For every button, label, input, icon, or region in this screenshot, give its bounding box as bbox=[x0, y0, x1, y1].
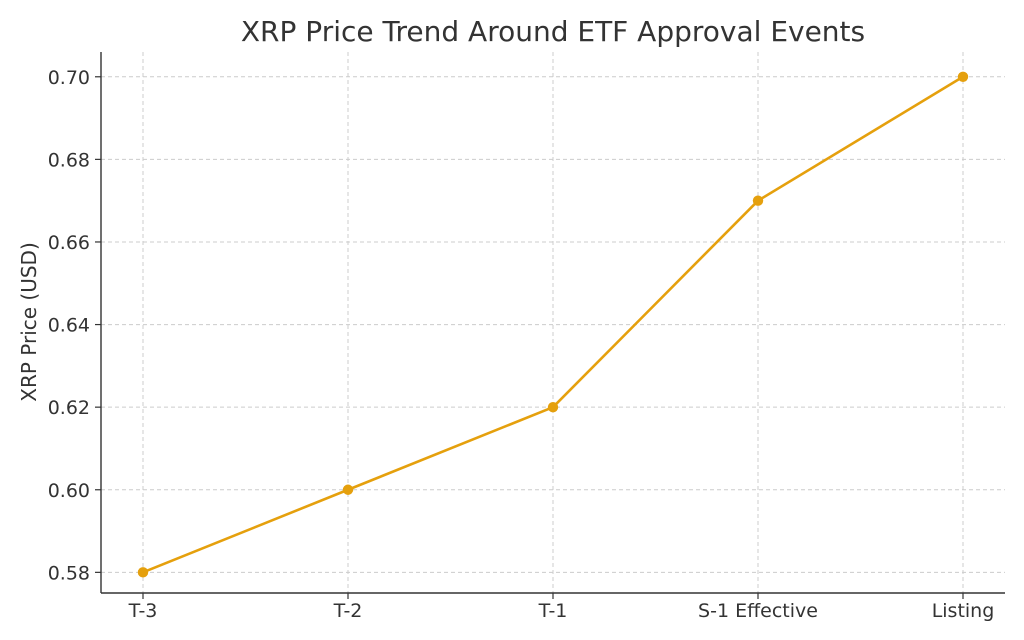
chart-title: XRP Price Trend Around ETF Approval Even… bbox=[241, 15, 865, 48]
x-axis-ticks: T-3 T-2 T-1 S-1 Effective Listing bbox=[128, 593, 995, 622]
y-tick-label: 0.64 bbox=[48, 315, 90, 337]
data-point[interactable] bbox=[957, 71, 969, 82]
data-point[interactable] bbox=[752, 195, 764, 206]
y-tick-label: 0.60 bbox=[48, 480, 90, 502]
series-group bbox=[137, 71, 969, 578]
x-tick-label: T-1 bbox=[538, 600, 568, 622]
x-tick-label: T-3 bbox=[128, 600, 158, 622]
y-tick-label: 0.66 bbox=[48, 232, 90, 254]
y-tick-label: 0.70 bbox=[48, 67, 90, 89]
y-tick-label: 0.58 bbox=[48, 562, 90, 584]
y-axis-ticks: 0.58 0.60 0.62 0.64 0.66 0.68 0.70 bbox=[48, 67, 101, 584]
x-tick-label: T-2 bbox=[333, 600, 363, 622]
grid bbox=[101, 52, 1005, 593]
data-point[interactable] bbox=[137, 567, 149, 578]
data-point[interactable] bbox=[342, 484, 354, 495]
y-tick-label: 0.62 bbox=[48, 397, 90, 419]
y-tick-label: 0.68 bbox=[48, 149, 90, 171]
x-tick-label: S-1 Effective bbox=[698, 600, 818, 622]
y-axis-label: XRP Price (USD) bbox=[17, 242, 41, 402]
x-tick-label: Listing bbox=[932, 600, 995, 622]
data-point[interactable] bbox=[547, 401, 559, 413]
